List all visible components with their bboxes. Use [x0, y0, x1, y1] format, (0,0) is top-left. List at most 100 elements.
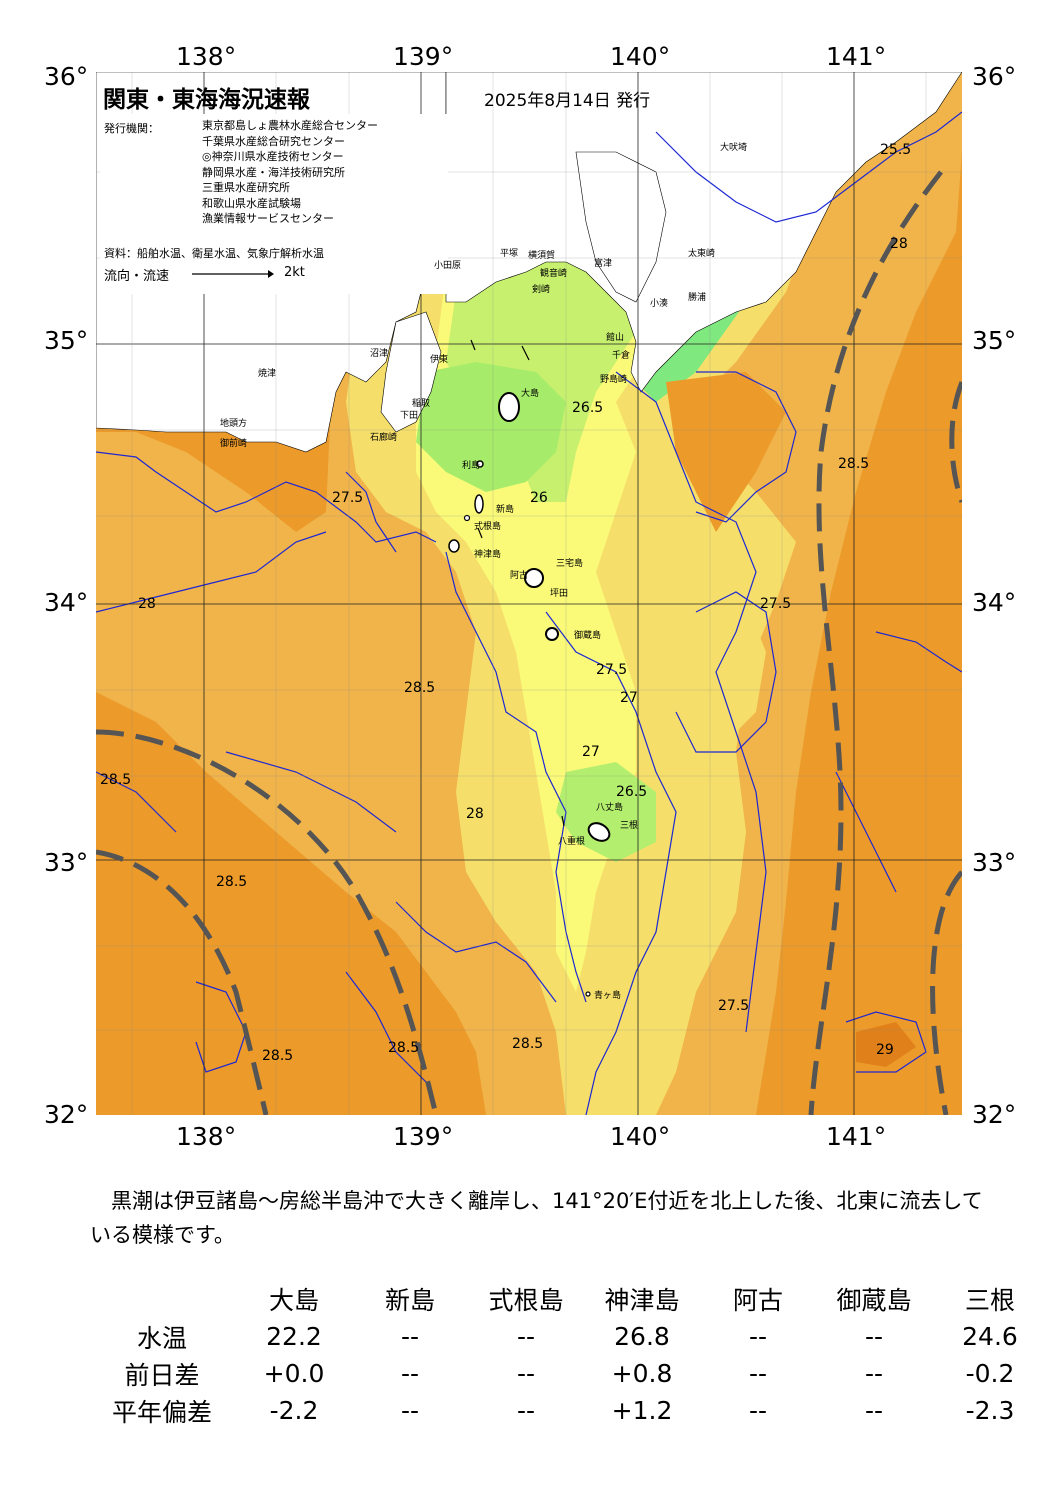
place-label: 千倉 — [612, 351, 631, 361]
lat-label-32-left: 32° — [44, 1100, 89, 1129]
row-header: 水温 — [136, 1323, 187, 1353]
table-row: 水温 22.2 -- -- 26.8 -- -- 24.6 — [88, 1318, 1048, 1355]
sst-29-blob — [856, 1022, 916, 1067]
place-label: 御前崎 — [220, 439, 248, 449]
table-cell: -- — [748, 1322, 768, 1351]
lon-label-139-bottom: 139° — [393, 1122, 454, 1151]
place-label: 御蔵島 — [574, 631, 602, 641]
isotherm-label: 28.5 — [100, 772, 132, 788]
table-cell: 24.6 — [962, 1322, 1018, 1351]
island-kozushima — [448, 539, 460, 553]
isotherm-label: 28.5 — [512, 1036, 544, 1052]
place-label: 地頭方 — [220, 419, 248, 429]
kuroshio-axis — [96, 170, 962, 1115]
place-label: 三根 — [620, 821, 639, 831]
place-label: 三宅島 — [556, 559, 584, 569]
column-header: 御蔵島 — [836, 1286, 912, 1315]
isotherm-label: 27.5 — [596, 662, 628, 678]
table-cell: -- — [864, 1322, 884, 1351]
place-label: 式根島 — [474, 522, 502, 532]
issuer-item: 静岡県水産・海洋技術研究所 — [202, 165, 345, 179]
issuer-legend: 発行機関： 東京都島しょ農林水産総合センター 千葉県水産総合研究センター ◎神奈… — [100, 114, 448, 294]
place-label: 野島崎 — [600, 375, 628, 385]
isotherm-label: 27 — [620, 690, 638, 706]
table-header-row: 大島 新島 式根島 神津島 阿古 御蔵島 三根 — [88, 1280, 1048, 1318]
isotherm-label: 28 — [890, 236, 908, 252]
place-label: 小田原 — [434, 261, 462, 271]
issue-date: 2025年8月14日 発行 — [484, 91, 651, 111]
lon-label-139-top: 139° — [393, 42, 454, 71]
table-row: 前日差 +0.0 -- -- +0.8 -- -- -0.2 — [88, 1355, 1048, 1392]
island-miyakejima — [524, 568, 544, 588]
isotherm-label: 28.5 — [404, 680, 436, 696]
isotherm-label: 25.5 — [880, 142, 912, 158]
place-label: 大島 — [521, 389, 540, 399]
data-source: 資料：船舶水温、衛星水温、気象庁解析水温 — [104, 247, 324, 260]
table-corner — [88, 1280, 236, 1318]
issuer-label: 発行機関： — [104, 122, 159, 135]
place-label: 新島 — [496, 505, 515, 515]
sst-28-blob-east — [666, 372, 786, 532]
column-header: 式根島 — [488, 1286, 564, 1315]
place-label: 勝浦 — [688, 293, 707, 303]
table-cell: -- — [400, 1322, 420, 1351]
column-header: 大島 — [268, 1286, 319, 1315]
issuer-item: 和歌山県水産試験場 — [202, 196, 301, 210]
place-label: 下田 — [400, 411, 419, 421]
table-cell: +0.0 — [263, 1359, 325, 1388]
isotherm-label: 29 — [876, 1042, 894, 1058]
isotherm-lines — [96, 111, 962, 1115]
island-mikurajima — [545, 627, 559, 641]
table-cell: -- — [864, 1396, 884, 1425]
column-header: 新島 — [384, 1286, 435, 1315]
lon-label-138-top: 138° — [176, 42, 237, 71]
place-label: 稲取 — [412, 399, 431, 409]
map-title: 関東・東海海況速報 — [103, 87, 310, 113]
table-cell: -- — [400, 1396, 420, 1425]
isotherm-label: 26 — [530, 490, 548, 506]
place-label: 太東崎 — [688, 249, 716, 259]
place-label: 焼津 — [258, 369, 277, 379]
flow-arrow-icon — [192, 270, 274, 278]
sst-east-patch — [676, 602, 766, 752]
lat-label-34-left: 34° — [44, 588, 89, 617]
lon-label-138-bottom: 138° — [176, 1122, 237, 1151]
island-shikinejima — [463, 514, 471, 522]
land-boso — [575, 151, 667, 303]
isotherm-label: 28.5 — [388, 1040, 420, 1056]
table-cell: 22.2 — [266, 1322, 322, 1351]
table-cell: 26.8 — [614, 1322, 670, 1351]
isotherm-label: 28.5 — [838, 456, 870, 472]
current-arrows — [470, 339, 565, 827]
isotherm-label: 27.5 — [332, 490, 364, 506]
sst-26-zone — [416, 362, 566, 492]
land-izu-peninsula — [380, 311, 442, 433]
isotherm-label: 27.5 — [718, 998, 750, 1014]
place-label: 平塚 — [500, 249, 519, 259]
row-header: 平年偏差 — [111, 1397, 212, 1427]
lon-label-141-bottom: 141° — [826, 1122, 887, 1151]
place-label: 八重根 — [558, 837, 586, 847]
isotherm-label: 28 — [138, 596, 156, 612]
issuer-item: 東京都島しょ農林水産総合センター — [202, 119, 378, 132]
island-niijima — [474, 494, 484, 514]
column-header: 三根 — [964, 1286, 1015, 1315]
row-header: 前日差 — [124, 1360, 200, 1390]
table-cell: -- — [516, 1359, 536, 1388]
issuer-list: 東京都島しょ農林水産総合センター 千葉県水産総合研究センター ◎神奈川県水産技術… — [202, 118, 378, 227]
island-oshima — [498, 392, 520, 422]
lat-label-35-right: 35° — [972, 326, 1017, 355]
column-header: 神津島 — [604, 1286, 680, 1315]
table-cell: -2.2 — [269, 1396, 319, 1425]
table-cell: +1.2 — [611, 1396, 673, 1425]
lon-label-141-top: 141° — [826, 42, 887, 71]
lat-label-33-right: 33° — [972, 848, 1017, 877]
place-label: 八丈島 — [596, 803, 624, 813]
place-label: 青ヶ島 — [594, 991, 622, 1001]
lat-label-36-left: 36° — [44, 62, 89, 91]
table-cell: -- — [864, 1359, 884, 1388]
island-temperature-table: 大島 新島 式根島 神津島 阿古 御蔵島 三根 水温 22.2 -- -- 26… — [88, 1280, 1048, 1429]
place-label: 剣崎 — [532, 285, 551, 295]
place-label: 神津島 — [474, 550, 502, 560]
place-label: 利島 — [462, 461, 481, 471]
